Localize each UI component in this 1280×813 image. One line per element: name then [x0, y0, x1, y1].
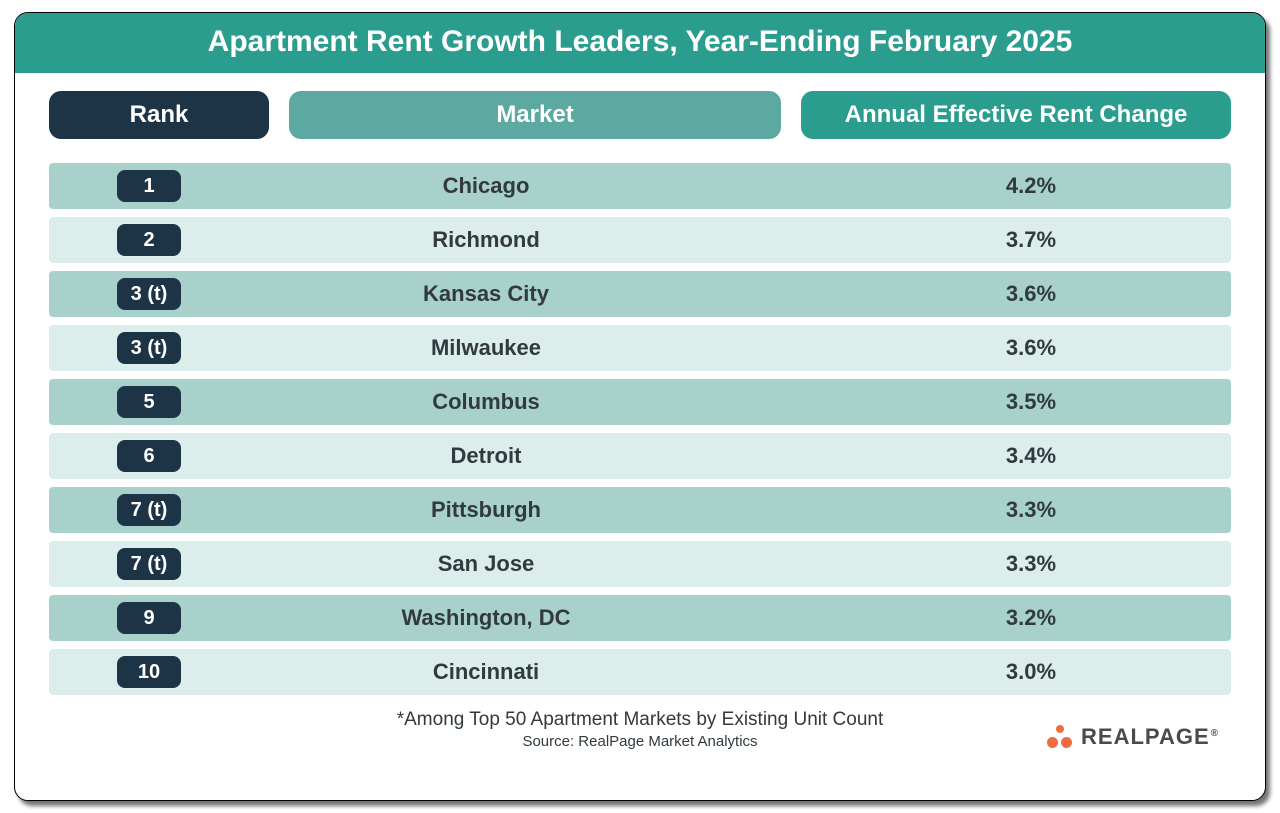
rank-badge: 9 [117, 602, 181, 634]
rank-badge: 7 (t) [117, 548, 181, 580]
market-cell: Richmond [181, 227, 831, 253]
logo-text: REALPAGE® [1081, 724, 1219, 750]
table-body: Rank Market Annual Effective Rent Change… [15, 73, 1265, 800]
rank-badge: 1 [117, 170, 181, 202]
table-row: 6Detroit3.4% [49, 433, 1231, 479]
table-row: 1Chicago4.2% [49, 163, 1231, 209]
header-rank: Rank [49, 91, 269, 139]
value-cell: 3.7% [831, 227, 1231, 253]
value-cell: 3.0% [831, 659, 1231, 685]
market-cell: Chicago [181, 173, 831, 199]
market-cell: Pittsburgh [181, 497, 831, 523]
rank-badge: 10 [117, 656, 181, 688]
source-text: Source: RealPage Market Analytics [522, 733, 757, 750]
table-row: 9Washington, DC3.2% [49, 595, 1231, 641]
value-cell: 4.2% [831, 173, 1231, 199]
logo-mark-icon [1047, 725, 1073, 749]
value-cell: 3.6% [831, 335, 1231, 361]
rank-badge: 3 (t) [117, 278, 181, 310]
table-row: 2Richmond3.7% [49, 217, 1231, 263]
table-row: 3 (t)Milwaukee3.6% [49, 325, 1231, 371]
market-cell: Washington, DC [181, 605, 831, 631]
rank-badge: 3 (t) [117, 332, 181, 364]
value-cell: 3.2% [831, 605, 1231, 631]
value-cell: 3.3% [831, 551, 1231, 577]
table-row: 7 (t)Pittsburgh3.3% [49, 487, 1231, 533]
market-cell: Milwaukee [181, 335, 831, 361]
table-rows: 1Chicago4.2% 2Richmond3.7% 3 (t)Kansas Cit… [49, 163, 1231, 695]
table-row: 10Cincinnati3.0% [49, 649, 1231, 695]
value-cell: 3.5% [831, 389, 1231, 415]
column-headers: Rank Market Annual Effective Rent Change [49, 91, 1231, 139]
table-row: 3 (t)Kansas City3.6% [49, 271, 1231, 317]
rank-badge: 7 (t) [117, 494, 181, 526]
table-row: 5Columbus3.5% [49, 379, 1231, 425]
market-cell: Detroit [181, 443, 831, 469]
rank-badge: 2 [117, 224, 181, 256]
rank-badge: 6 [117, 440, 181, 472]
market-cell: Kansas City [181, 281, 831, 307]
market-cell: San Jose [181, 551, 831, 577]
infographic-card: Apartment Rent Growth Leaders, Year-Endi… [14, 12, 1266, 801]
header-value: Annual Effective Rent Change [801, 91, 1231, 139]
chart-title: Apartment Rent Growth Leaders, Year-Endi… [208, 25, 1073, 58]
value-cell: 3.3% [831, 497, 1231, 523]
realpage-logo: REALPAGE® [1047, 724, 1219, 750]
table-row: 7 (t)San Jose3.3% [49, 541, 1231, 587]
title-bar: Apartment Rent Growth Leaders, Year-Endi… [15, 13, 1265, 73]
rank-badge: 5 [117, 386, 181, 418]
market-cell: Cincinnati [181, 659, 831, 685]
source-row: Source: RealPage Market Analytics REALPA… [49, 733, 1231, 756]
value-cell: 3.6% [831, 281, 1231, 307]
value-cell: 3.4% [831, 443, 1231, 469]
market-cell: Columbus [181, 389, 831, 415]
header-market: Market [289, 91, 781, 139]
